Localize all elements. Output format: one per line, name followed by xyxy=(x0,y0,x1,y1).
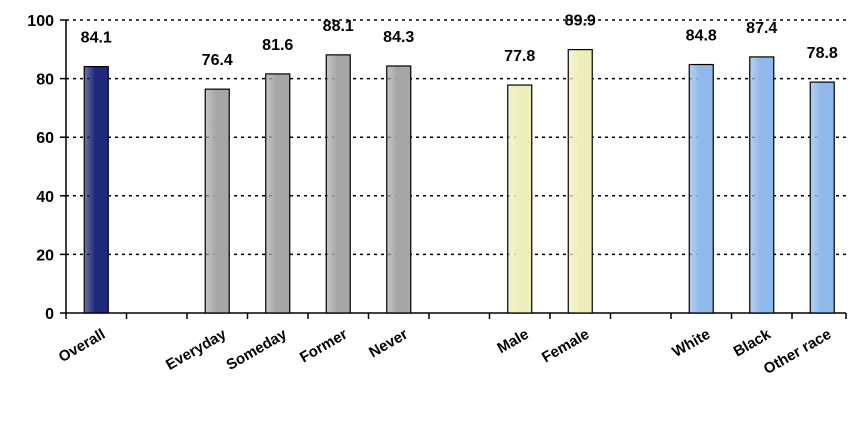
y-tick-label: 20 xyxy=(36,247,54,264)
x-tick-label: Former xyxy=(297,326,350,367)
y-tick-label: 40 xyxy=(36,189,54,206)
x-tick-label: Black xyxy=(731,325,775,360)
x-tick-label: Never xyxy=(366,326,411,362)
data-label: 81.6 xyxy=(262,37,293,54)
x-tick-label: Everyday xyxy=(163,325,230,373)
bar-someday xyxy=(265,73,291,314)
x-tick-label: White xyxy=(669,326,713,361)
y-tick-label: 100 xyxy=(27,13,54,30)
bar-never xyxy=(386,65,412,314)
y-tick-label: 0 xyxy=(45,306,54,323)
bar-male xyxy=(507,84,533,314)
data-label: 87.4 xyxy=(746,20,777,37)
data-label: 77.8 xyxy=(504,48,535,65)
x-tick-label: Overall xyxy=(56,326,109,366)
bar-white xyxy=(688,63,714,314)
data-label: 78.8 xyxy=(807,45,838,62)
axes: 0 20 40 60 80 100 xyxy=(27,13,847,323)
bar-former xyxy=(325,54,351,314)
x-tick-label: Someday xyxy=(223,325,290,373)
data-label: 89.9 xyxy=(565,13,596,30)
y-tick-label: 80 xyxy=(36,72,54,89)
bar-other-race xyxy=(809,81,835,314)
gridlines xyxy=(66,19,846,256)
bar-overall xyxy=(83,65,109,314)
data-label: 84.8 xyxy=(686,28,717,45)
bar-female xyxy=(567,48,593,314)
data-label: 84.1 xyxy=(81,30,112,47)
bars xyxy=(83,48,835,314)
x-tick-label: Other race xyxy=(761,326,834,378)
y-tick-label: 60 xyxy=(36,130,54,147)
x-tick-label: Male xyxy=(494,326,531,357)
x-tick-label: Female xyxy=(539,326,592,367)
bar-black xyxy=(749,56,775,314)
data-label: 76.4 xyxy=(202,52,233,69)
data-label: 84.3 xyxy=(383,29,414,46)
data-label: 88.1 xyxy=(323,18,354,35)
bar-everyday xyxy=(204,88,230,314)
